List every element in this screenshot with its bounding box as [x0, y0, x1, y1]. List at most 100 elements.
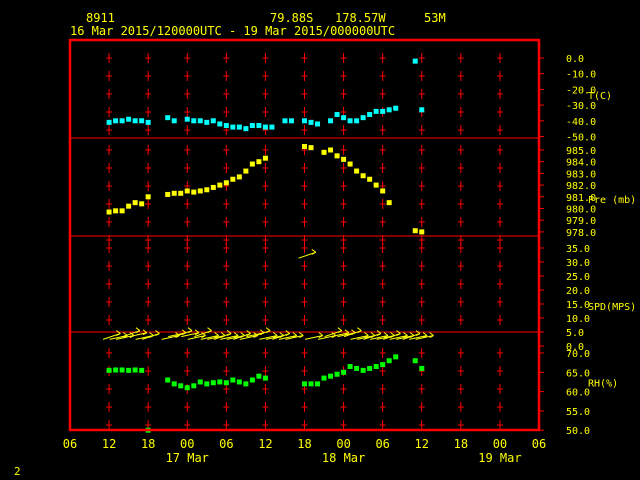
temperature-point: [119, 118, 125, 124]
x-tick-label: 00: [180, 437, 194, 451]
temperature-point: [419, 107, 425, 113]
x-tick-label: 06: [375, 437, 389, 451]
temperature-point: [347, 118, 353, 124]
humidity-point: [191, 383, 197, 389]
humidity-point: [184, 385, 190, 391]
humidity-point: [139, 367, 145, 373]
humidity-point: [230, 377, 236, 383]
temperature-point: [197, 118, 203, 124]
pressure-point: [249, 161, 255, 167]
humidity-point: [204, 381, 210, 387]
pressure-point: [230, 176, 236, 182]
y-tick-label: 983.0: [566, 169, 596, 180]
temperature-point: [249, 123, 255, 129]
temperature-point: [386, 107, 392, 113]
temperature-point: [282, 118, 288, 124]
temperature-point: [328, 118, 334, 124]
y-tick-label: 70.0: [566, 349, 590, 360]
y-tick-label: -40.0: [566, 117, 596, 128]
y-tick-label: -10.0: [566, 70, 596, 81]
temperature-point: [262, 124, 268, 130]
y-tick-label: -50.0: [566, 133, 596, 144]
pressure-point: [197, 188, 203, 194]
x-tick-label: 12: [102, 437, 116, 451]
temperature-point: [412, 58, 418, 64]
humidity-point: [243, 381, 249, 387]
pressure-point: [360, 173, 366, 179]
humidity-point: [302, 381, 307, 387]
temperature-point: [204, 119, 210, 125]
pressure-point: [302, 143, 307, 149]
wind-barb: [181, 329, 200, 338]
time-period: 16 Mar 2015/120000UTC - 19 Mar 2015/0000…: [70, 24, 395, 38]
y-axis-label: T(C): [588, 91, 612, 102]
temperature-point: [171, 118, 177, 124]
y-tick-label: 65.0: [566, 368, 590, 379]
humidity-point: [126, 367, 132, 373]
wind-barb: [142, 330, 160, 340]
wind-barb: [324, 327, 343, 338]
temperature-point: [217, 121, 223, 127]
pressure-point: [380, 188, 386, 194]
y-tick-label: 30.0: [566, 258, 590, 269]
temperature-point: [210, 118, 216, 124]
humidity-point: [360, 367, 366, 373]
wind-barb: [194, 327, 212, 338]
wind-barb: [174, 327, 193, 338]
y-tick-label: 979.0: [566, 216, 596, 227]
humidity-point: [171, 381, 177, 387]
humidity-point: [412, 358, 418, 364]
y-tick-label: 981.0: [566, 193, 596, 204]
x-tick-label: 18: [297, 437, 311, 451]
temperature-point: [367, 112, 373, 118]
pressure-point: [367, 176, 373, 182]
humidity-point: [132, 367, 138, 373]
x-tick-label: 06: [532, 437, 546, 451]
station-id: 8911: [86, 11, 115, 25]
temperature-point: [243, 126, 249, 132]
axes-layer: 0.0 -10.0 -20.0 -30.0 -40.0 -50.0 T(C) 985.0984…: [63, 54, 636, 465]
x-date-label: 19 Mar: [478, 451, 521, 465]
y-tick-label: -30.0: [566, 101, 596, 112]
humidity-point: [341, 369, 347, 375]
pressure-point: [165, 191, 171, 197]
pressure-point: [106, 209, 112, 215]
pressure-point: [126, 203, 132, 209]
temperature-point: [230, 124, 236, 130]
y-tick-label: 25.0: [566, 272, 590, 283]
wind-barb: [187, 332, 206, 340]
y-tick-label: 0.0: [566, 54, 584, 65]
y-tick-label: 984.0: [566, 158, 596, 169]
humidity-point: [165, 377, 171, 383]
y-tick-label: 5.0: [566, 328, 584, 339]
humidity-point: [119, 367, 125, 373]
temperature-point: [380, 108, 386, 114]
humidity-point: [106, 367, 112, 373]
humidity-point: [315, 381, 321, 387]
y-tick-label: 50.0: [566, 426, 590, 437]
temperature-point: [308, 119, 314, 125]
x-date-label: 18 Mar: [322, 451, 365, 465]
pressure-point: [243, 168, 249, 174]
pressure-point: [204, 187, 210, 193]
wind-barb: [343, 327, 362, 338]
pressure-point: [139, 201, 145, 207]
pressure-point: [119, 208, 125, 214]
latitude: 79.88S: [270, 11, 313, 25]
humidity-point: [256, 373, 262, 379]
x-tick-label: 18: [454, 437, 468, 451]
y-axis-label: Pre (mb): [588, 195, 636, 206]
pressure-point: [328, 147, 334, 153]
y-tick-label: 35.0: [566, 244, 590, 255]
y-tick-label: 60.0: [566, 388, 590, 399]
pressure-point: [171, 190, 177, 196]
humidity-point: [262, 375, 268, 381]
humidity-point: [321, 375, 327, 381]
humidity-point: [210, 380, 216, 386]
temperature-point: [132, 118, 138, 124]
temperature-point: [113, 118, 119, 124]
humidity-point: [217, 379, 223, 385]
temperature-point: [126, 116, 132, 122]
elevation: 53M: [424, 11, 446, 25]
